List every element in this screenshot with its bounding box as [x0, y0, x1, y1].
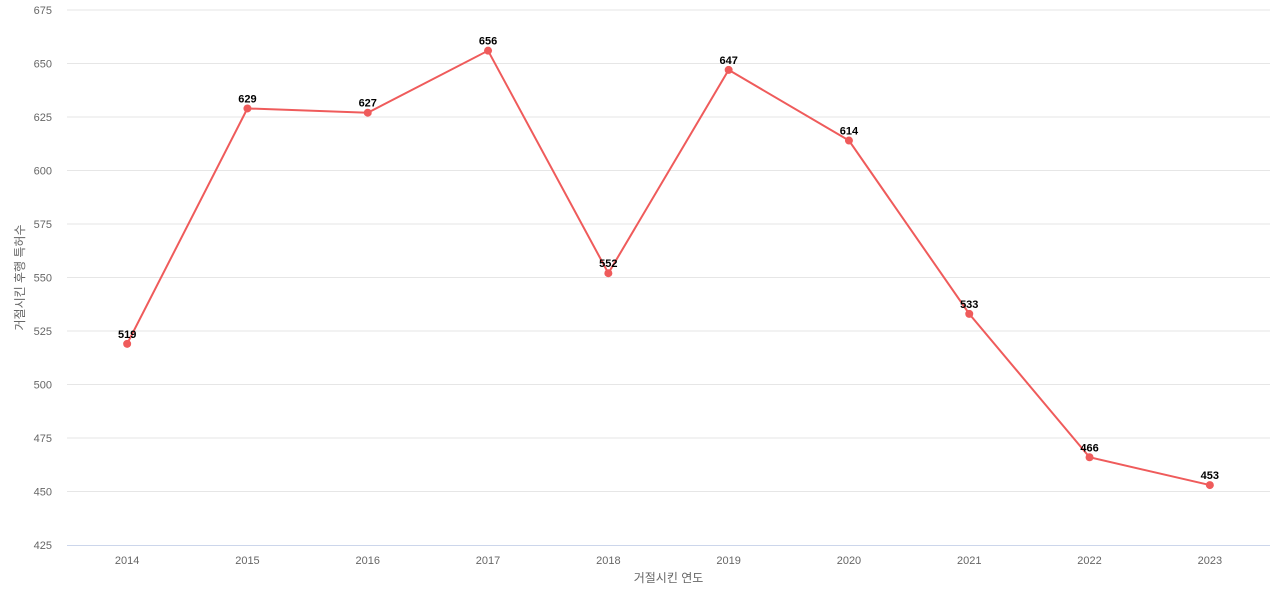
data-label: 656: [479, 36, 497, 48]
x-tick-label: 2015: [235, 555, 259, 567]
data-label: 629: [238, 93, 256, 105]
data-point: [965, 309, 974, 318]
y-tick-label: 550: [34, 273, 52, 285]
y-tick-label: 575: [34, 219, 52, 231]
data-label: 552: [599, 258, 617, 270]
x-tick-label: 2014: [115, 555, 139, 567]
x-tick-label: 2019: [716, 555, 740, 567]
x-tick-label: 2018: [596, 555, 620, 567]
data-labels: 519 629 627 656 552 647 614 533 466 453: [118, 36, 1219, 482]
data-point: [484, 46, 493, 55]
x-tick-label: 2023: [1198, 555, 1222, 567]
y-tick-label: 600: [34, 166, 52, 178]
data-point: [123, 339, 132, 348]
data-point: [363, 108, 372, 117]
data-point: [243, 104, 252, 113]
data-label: 627: [359, 98, 377, 110]
y-tick-label: 475: [34, 433, 52, 445]
y-tick-label: 450: [34, 487, 52, 499]
x-tick-label: 2017: [476, 555, 500, 567]
y-axis-title: 거절시킨 후행 특허수: [12, 224, 27, 330]
data-points: [123, 46, 1214, 490]
y-axis-ticks: 425 450 475 500 525 550 575 600 625 650 675: [34, 5, 52, 552]
data-label: 533: [960, 299, 978, 311]
data-point: [844, 136, 853, 145]
x-axis-ticks: 2014 2015 2016 2017 2018 2019 2020 2021 2022 2023: [115, 555, 1222, 567]
y-tick-label: 650: [34, 59, 52, 71]
y-tick-label: 500: [34, 380, 52, 392]
data-label: 519: [118, 329, 136, 341]
data-label: 466: [1080, 442, 1098, 454]
x-tick-label: 2022: [1077, 555, 1101, 567]
y-tick-label: 675: [34, 5, 52, 17]
data-point: [604, 269, 613, 278]
series-line: [126, 49, 1211, 487]
y-tick-label: 525: [34, 326, 52, 338]
data-label: 614: [840, 126, 859, 138]
y-tick-label: 625: [34, 112, 52, 124]
data-point: [724, 65, 733, 74]
data-label: 453: [1201, 470, 1219, 482]
x-tick-label: 2020: [837, 555, 861, 567]
x-axis-title: 거절시킨 연도: [634, 571, 704, 585]
x-tick-label: 2016: [356, 555, 380, 567]
data-point: [1205, 481, 1214, 490]
y-tick-label: 425: [34, 540, 52, 552]
x-tick-label: 2021: [957, 555, 981, 567]
gridlines: [67, 9, 1270, 492]
data-label: 647: [719, 55, 737, 67]
data-point: [1085, 453, 1094, 462]
